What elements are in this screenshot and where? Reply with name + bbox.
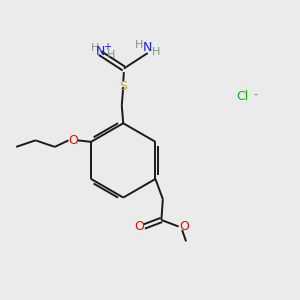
Text: H: H <box>107 50 116 60</box>
Text: H: H <box>134 40 143 50</box>
Text: O: O <box>134 220 144 233</box>
Text: -: - <box>254 89 257 99</box>
Text: +: + <box>103 42 111 52</box>
Text: H: H <box>91 43 99 53</box>
Text: S: S <box>119 80 127 94</box>
Text: N: N <box>96 45 105 58</box>
Text: O: O <box>68 134 78 147</box>
Text: H: H <box>152 46 160 57</box>
Text: O: O <box>179 220 189 233</box>
Text: N: N <box>142 41 152 54</box>
Text: Cl: Cl <box>236 90 248 103</box>
